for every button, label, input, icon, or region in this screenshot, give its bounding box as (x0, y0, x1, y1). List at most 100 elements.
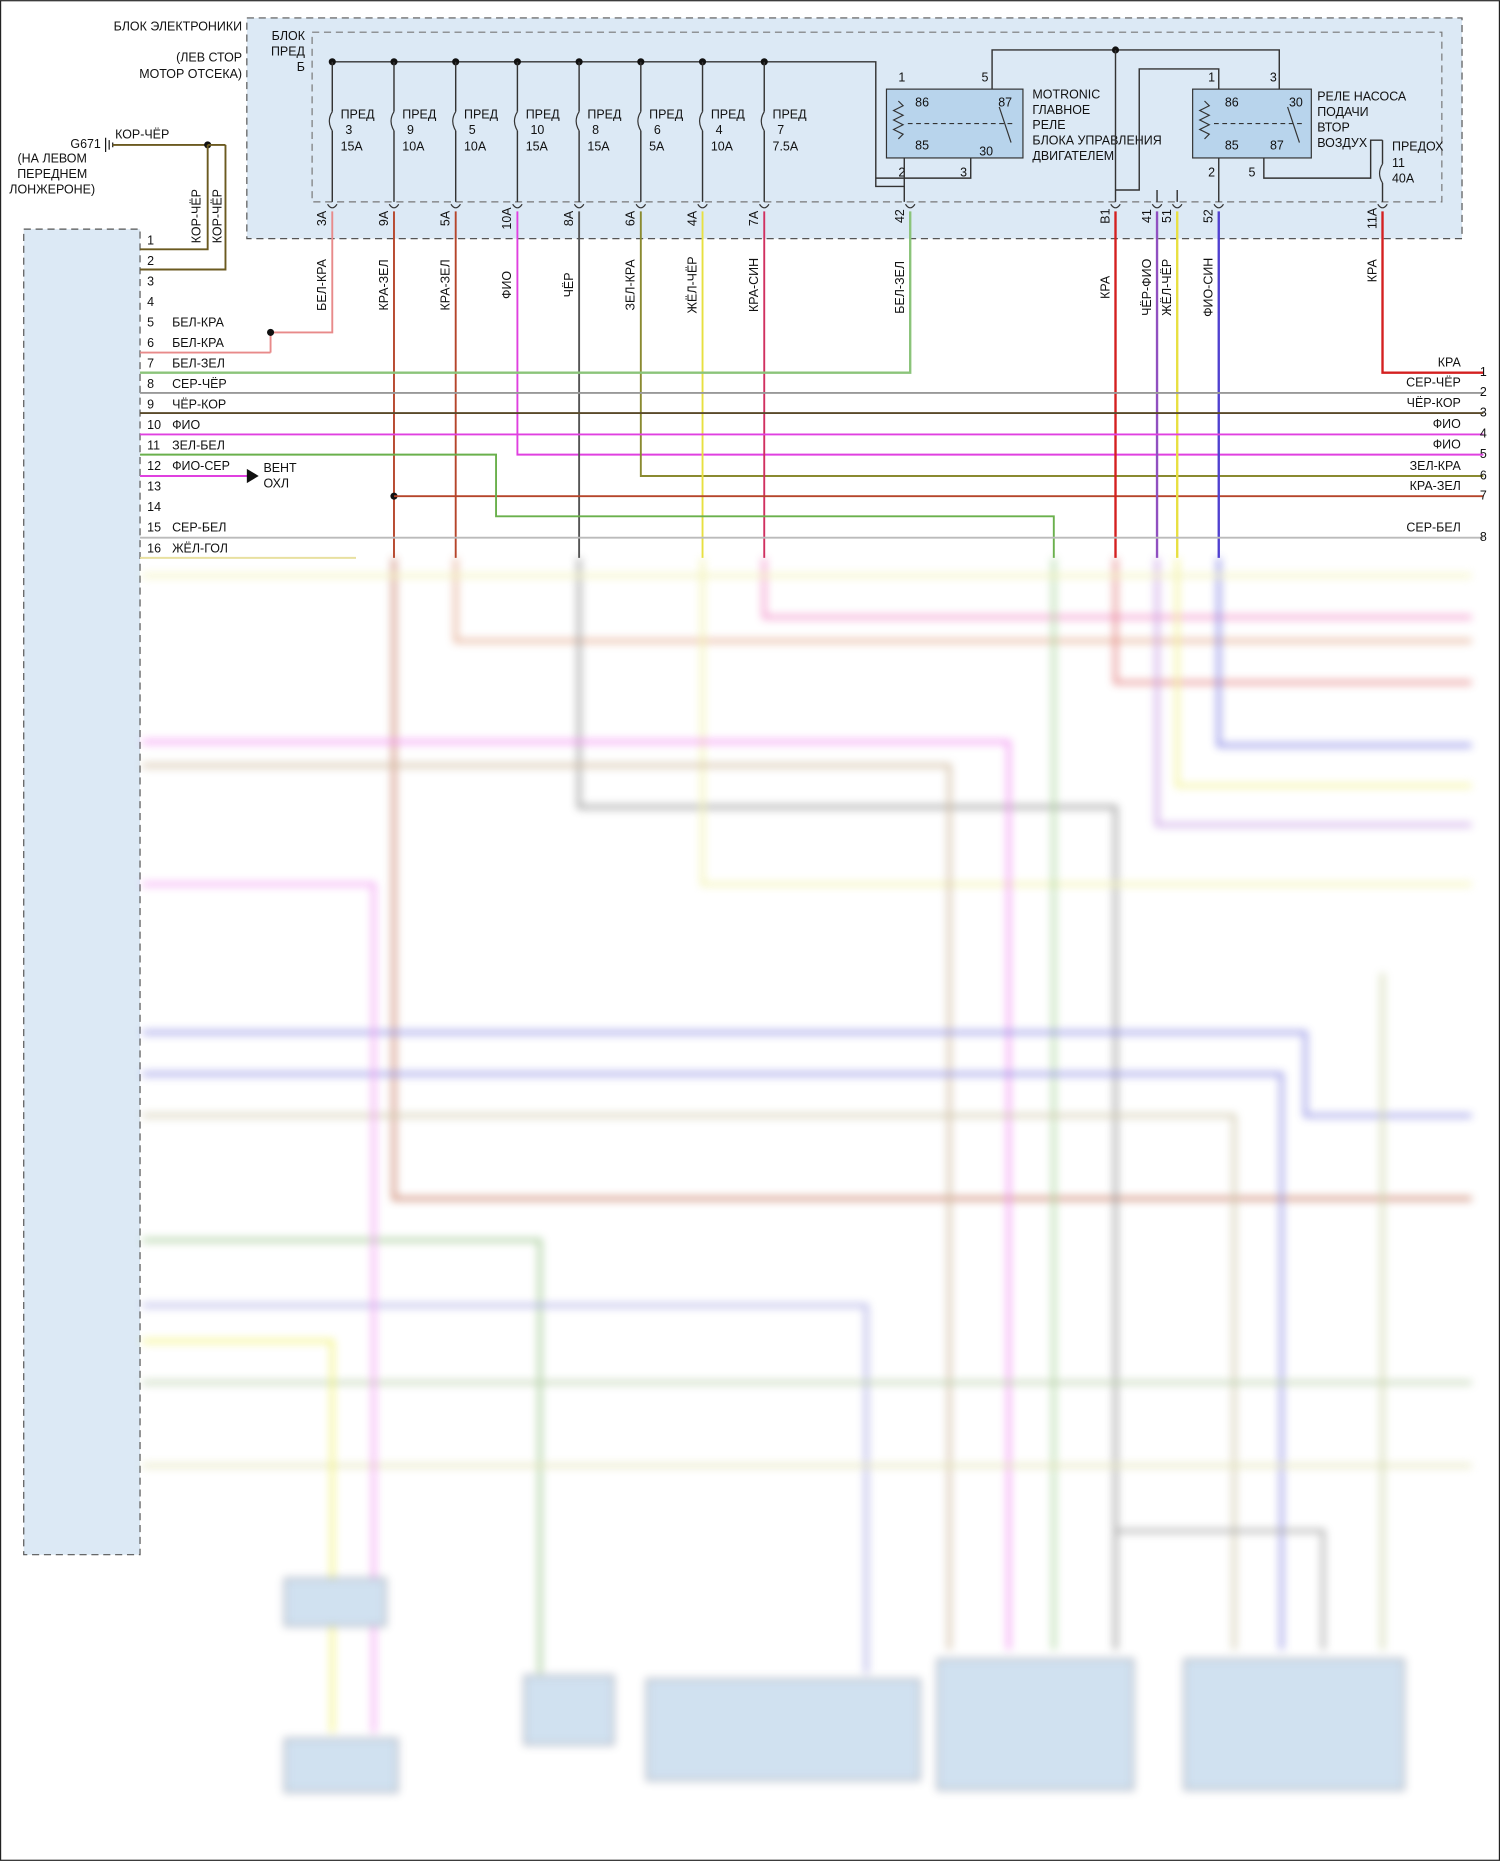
fuse-label: ПРЕД (711, 108, 746, 122)
block-title: (ЛЕВ СТОР (176, 51, 242, 65)
wire (269, 211, 334, 353)
fuse-symbol (637, 111, 642, 131)
wire (140, 211, 912, 374)
connector-pin (327, 203, 338, 209)
wire (991, 49, 1280, 90)
pin-label: 6A (624, 210, 638, 226)
relay-pin: 30 (979, 144, 993, 158)
wire-label: ЗЕЛ-БЕЛ (172, 439, 225, 453)
ground-location: ПЕРЕДНЕМ (17, 167, 87, 181)
connector-pin (904, 203, 916, 209)
fuse-rating: 10A (711, 140, 734, 154)
wire-label: КРА-ЗЕЛ (377, 259, 391, 310)
fuse-symbol (513, 111, 518, 131)
connector-pin (697, 203, 708, 209)
wire-label: ЗЕЛ-КРА (624, 259, 638, 311)
wire-label: ФИО-СЕР (172, 459, 230, 473)
wire (142, 740, 1011, 1650)
wire-label: ФИО-СИН (1202, 258, 1216, 317)
connector-pin (388, 203, 400, 209)
wire-label: КРА-СИН (747, 258, 761, 312)
pin-number: 5 (1480, 447, 1487, 461)
wire-label: КРА (1365, 258, 1379, 282)
component (284, 1738, 399, 1793)
wire (140, 453, 1055, 558)
wire-label: ФИО (172, 418, 200, 432)
wire-label: ЧЁР-КОР (1407, 396, 1461, 410)
relay-name: ДВИГАТЕЛЕМ (1032, 149, 1114, 163)
wire (1263, 139, 1383, 179)
relay-coil (892, 100, 905, 140)
wire (142, 763, 952, 1650)
relay-switch (1287, 106, 1301, 143)
fuse-label: ПРЕДОХ (1392, 140, 1444, 154)
component (646, 1678, 921, 1781)
component (523, 1675, 615, 1746)
connector-pin (759, 203, 770, 209)
wire (142, 1303, 869, 1674)
connector-pin (512, 203, 523, 209)
pin-number: 4 (1480, 427, 1487, 441)
wire-label: ЗЕЛ-КРА (1410, 459, 1462, 473)
pin-number: 11 (147, 439, 160, 453)
wire-label: БЕЛ-ЗЕЛ (172, 356, 225, 370)
relay-pin: 87 (1270, 138, 1284, 152)
wire-label: ФИО (1433, 437, 1461, 451)
fuse-number: 10 (530, 123, 544, 137)
pin-label: 51 (1160, 209, 1174, 223)
vent-label: ОХЛ (263, 477, 289, 491)
fuse-box-title: ПРЕД (271, 45, 306, 59)
wire (453, 557, 1472, 643)
pin-number: 4 (147, 295, 154, 309)
relay-pin: 1 (898, 71, 905, 85)
pin-number: 12 (147, 459, 161, 473)
fuse-number: 9 (407, 123, 414, 137)
connector-pin (1213, 203, 1224, 209)
relay-pin: 2 (898, 166, 905, 180)
relay-pin: 30 (1289, 96, 1303, 110)
pin-label: 5A (438, 210, 452, 226)
wire (142, 882, 376, 1733)
pin-number: 2 (1480, 385, 1487, 399)
relay-coil (1198, 100, 1211, 140)
left-connector (23, 228, 141, 1556)
pin-number: 2 (147, 254, 154, 268)
relay-pin: 1 (1208, 71, 1215, 85)
fuse-number: 6 (654, 123, 661, 137)
pin-number: 8 (147, 377, 154, 391)
relay-name: ПОДАЧИ (1317, 105, 1368, 119)
pin-number: 3 (147, 274, 154, 288)
wire-label: СЕР-БЕЛ (172, 521, 226, 535)
pin-number: 13 (147, 480, 161, 494)
block-title: МОТОР ОТСЕКА) (139, 67, 242, 81)
fuse-rating: 15A (341, 140, 364, 154)
relay-name: ВТОР (1317, 121, 1350, 135)
wire-label: ЖЁЛ-ЧЁР (685, 256, 699, 313)
connector-pin (573, 203, 585, 209)
fuse-rating: 40A (1392, 172, 1415, 186)
component (1183, 1658, 1405, 1791)
wire-label: СЕР-БЕЛ (1406, 521, 1460, 535)
wire-label: БЕЛ-КРА (172, 315, 225, 329)
wire-label: ЧЁР-КОР (172, 398, 226, 412)
fuse-label: ПРЕД (526, 108, 561, 122)
relay-pin: 2 (1208, 166, 1215, 180)
ground-location: ЛОНЖЕРОНЕ) (9, 182, 95, 196)
wire (1115, 1529, 1325, 1650)
fuse-label: ПРЕД (464, 108, 499, 122)
relay-name: РЕЛЕ НАСОСА (1317, 90, 1407, 104)
relay-pin: 3 (960, 166, 967, 180)
wire-label: ЧЁР (562, 272, 576, 297)
pin-number: 16 (147, 541, 161, 555)
relay-pin: 86 (1225, 96, 1239, 110)
pin-label: 41 (1140, 209, 1154, 223)
fuse-label: ПРЕД (773, 108, 808, 122)
pin-number: 7 (1480, 488, 1487, 502)
fuse-number: 11 (1392, 156, 1405, 170)
wire-label: БЕЛ-ЗЕЛ (893, 261, 907, 314)
block-title: БЛОК ЭЛЕКТРОНИКИ (114, 20, 243, 34)
wire (1115, 68, 1220, 191)
relay-pin: 85 (1225, 138, 1239, 152)
wire (142, 1030, 1472, 1118)
